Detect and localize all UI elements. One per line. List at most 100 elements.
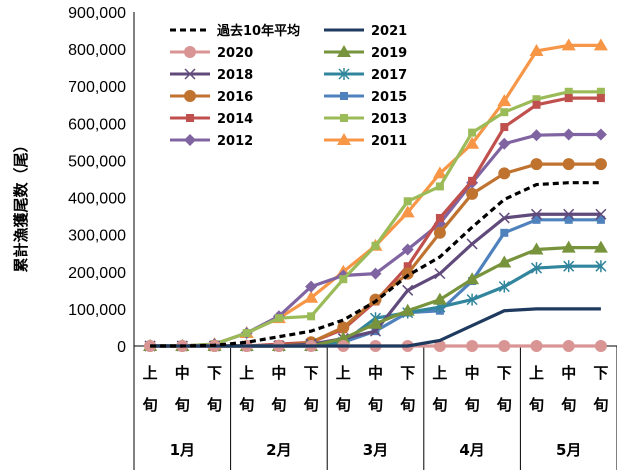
period-label: 上	[529, 364, 544, 382]
period-label: 上	[336, 364, 351, 382]
data-point	[401, 243, 414, 256]
legend-label: 2021	[371, 24, 407, 39]
data-point	[403, 197, 412, 206]
data-point	[532, 215, 541, 224]
data-point	[563, 208, 575, 220]
data-point	[466, 187, 479, 200]
period-label: 旬	[303, 396, 319, 414]
legend-label: 2016	[217, 90, 253, 105]
legend-label: 2014	[217, 112, 253, 127]
legend-marker	[184, 90, 196, 102]
y-tick-label: 500,000	[68, 153, 126, 170]
data-point	[562, 158, 575, 171]
legend-marker	[186, 114, 194, 122]
data-point	[369, 267, 382, 280]
period-label: 旬	[496, 396, 512, 414]
legend-marker	[340, 92, 348, 100]
data-point	[465, 272, 480, 285]
period-label: 下	[304, 364, 319, 382]
data-point	[401, 267, 414, 280]
y-tick-label: 300,000	[68, 228, 126, 245]
data-point	[435, 213, 444, 222]
legend-marker	[184, 46, 196, 58]
period-label: 中	[465, 364, 480, 382]
series-line	[150, 181, 601, 348]
data-point	[500, 228, 509, 237]
legend-item: 2017	[324, 68, 407, 83]
period-label: 旬	[592, 396, 608, 414]
period-label: 旬	[528, 396, 544, 414]
y-tick-labels: 0 100,000 200,000 300,000 400,000 500,000 600,…	[68, 5, 126, 356]
data-point	[564, 215, 573, 224]
data-point	[432, 292, 447, 305]
y-axis-label: 累計漁獲尾数（尾）	[12, 137, 30, 272]
data-point	[434, 268, 446, 280]
y-tick-label: 200,000	[68, 265, 126, 282]
data-point	[402, 284, 414, 296]
period-label: 下	[497, 364, 512, 382]
legend-marker	[340, 114, 348, 122]
data-point	[432, 166, 447, 179]
legend-label: 2017	[371, 68, 407, 83]
period-label: 上	[239, 364, 254, 382]
legend-item: 過去10年平均	[170, 23, 300, 39]
legend-marker	[184, 68, 196, 80]
series-2021	[150, 307, 601, 348]
legend-label: 2011	[371, 134, 407, 149]
legend-label: 2013	[371, 112, 407, 127]
legend-item: 2016	[170, 90, 253, 105]
legend-item: 2020	[170, 46, 253, 61]
period-label: 旬	[142, 396, 158, 414]
data-point	[564, 94, 573, 103]
data-point	[593, 240, 608, 253]
data-point	[596, 87, 605, 96]
data-point	[274, 314, 283, 323]
legend-label: 2015	[371, 90, 407, 105]
period-label: 中	[561, 364, 576, 382]
data-point	[530, 129, 543, 142]
data-point	[530, 340, 543, 352]
y-tick-label: 400,000	[68, 191, 126, 208]
data-point	[468, 176, 477, 185]
period-label: 下	[400, 364, 415, 382]
period-label: 旬	[560, 396, 576, 414]
legend-item: 2012	[170, 134, 253, 149]
data-point	[561, 240, 576, 253]
y-tick-label: 800,000	[68, 42, 126, 59]
data-point	[497, 255, 512, 268]
data-point	[307, 312, 316, 321]
data-point	[433, 226, 446, 239]
legend-item: 2015	[324, 90, 407, 105]
legend-label: 2018	[217, 68, 253, 83]
data-point	[371, 241, 380, 250]
data-point	[465, 136, 480, 149]
legend-label: 2012	[217, 134, 253, 149]
data-point	[497, 94, 512, 107]
legend-marker	[337, 133, 351, 145]
data-point	[403, 262, 412, 271]
legend-item: 2018	[170, 68, 253, 83]
period-label: 旬	[238, 396, 254, 414]
period-label: 旬	[464, 396, 480, 414]
data-point	[304, 290, 319, 303]
data-point	[400, 205, 415, 218]
y-tick-label: 700,000	[68, 79, 126, 96]
series-2018	[144, 208, 607, 352]
period-label: 旬	[367, 396, 383, 414]
month-label: 4月	[459, 441, 484, 459]
period-label: 下	[593, 364, 608, 382]
data-point	[337, 321, 350, 334]
data-point	[500, 108, 509, 117]
period-label: 旬	[174, 396, 190, 414]
period-label: 旬	[270, 396, 286, 414]
month-label: 3月	[363, 441, 388, 459]
data-point	[242, 329, 251, 338]
legend-label: 2020	[217, 46, 253, 61]
data-point	[400, 303, 415, 316]
period-label: 上	[432, 364, 447, 382]
data-point	[368, 316, 383, 329]
legend: 過去10年平均 2021 2020 2019 2018 2017 2016 2015 2014 2…	[170, 23, 407, 149]
data-point	[562, 128, 575, 141]
period-label: 旬	[431, 396, 447, 414]
